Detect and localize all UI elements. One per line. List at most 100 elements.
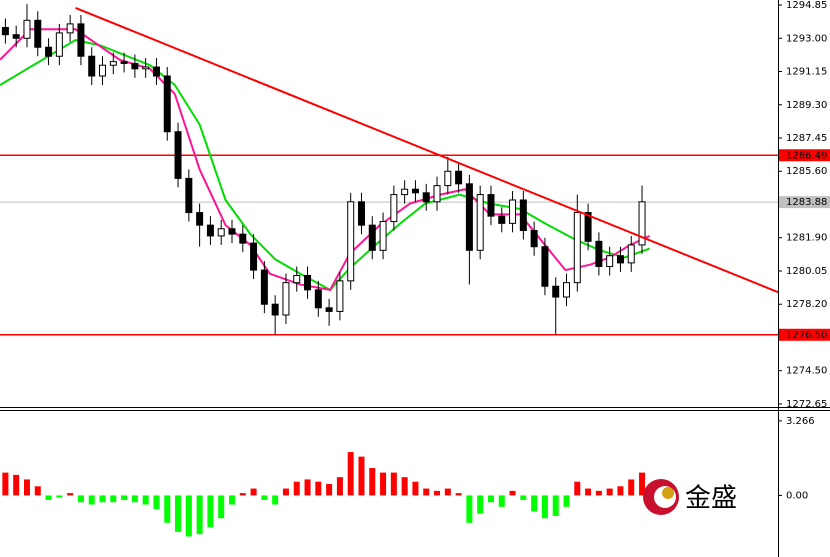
candle-body [638,201,646,246]
histogram-bar [477,495,484,514]
histogram-bar [541,495,548,519]
histogram-bar [531,495,538,512]
watermark: 金盛 [685,484,737,514]
histogram-bar [552,495,559,516]
candle-body [99,64,107,77]
histogram-bar [261,495,268,500]
candle-body [217,228,225,237]
candle-body [88,55,96,77]
histogram-bar [239,493,246,496]
logo-icon [662,487,674,499]
histogram-bar [606,488,613,496]
candle-body [487,194,495,217]
candle-body [185,177,193,214]
histogram-bar [585,488,592,496]
level-label-box [779,196,830,209]
y-tick-label: 1281.90 [786,233,827,244]
histogram-bar [336,477,343,496]
histogram-bar [595,490,602,496]
moving-average [0,28,651,291]
candle-body [260,269,268,305]
y-tick-label: 1278.20 [786,299,827,310]
histogram-bar [56,495,63,498]
y-tick-label: 1294.85 [786,0,827,11]
histogram-bar [498,495,505,507]
histogram-bar [444,488,451,496]
candle-body [228,228,236,235]
histogram-bar [175,495,182,532]
candle-body [109,61,117,66]
trend-line [75,6,779,294]
candle-body [34,19,42,48]
histogram-bar [455,493,462,496]
histogram-bar [369,468,376,496]
candle-body [174,131,182,179]
candle-body [163,75,171,133]
histogram-bar [347,452,354,496]
candle-body [325,307,333,312]
candle-body [368,224,376,251]
histogram-bar [218,495,225,519]
y-tick-label: 1289.30 [786,100,827,111]
candle-body [314,289,322,309]
candle-body [541,246,549,287]
candle-body [498,215,506,224]
candle-body [444,170,452,187]
histogram-bar [142,495,149,505]
y-tick-label: 1274.50 [786,366,827,377]
histogram-bar [164,495,171,523]
histogram-bar [153,495,160,510]
histogram-bar [412,481,419,496]
histogram-bar [13,474,20,496]
candle-body [293,274,301,284]
candle-body [23,19,31,39]
candle-body [77,23,85,57]
candle-body [196,212,204,226]
histogram-bar [574,481,581,496]
candle-body [282,282,290,316]
histogram-bar [628,479,635,496]
histogram-bar [617,486,624,496]
histogram-bar [228,495,235,505]
histogram-bar [509,490,516,496]
candle-body [347,201,355,282]
candle-body [250,242,258,271]
histogram-bar [326,484,333,496]
candle-body [616,255,624,264]
histogram-bar [380,472,387,496]
y-tick-label: 1287.45 [786,133,827,144]
y-tick-label: 1280.05 [786,266,827,277]
histogram-bar [293,481,300,496]
candle-body [152,66,160,77]
histogram-bar [520,495,527,500]
candle-body [336,280,344,312]
level-label: 1286.49 [786,150,827,161]
logo: 金盛 [643,479,737,515]
level-label-box [779,328,830,341]
candle-body [465,183,473,251]
candle-body [66,23,74,34]
histogram-bar [67,493,74,496]
histogram-bar [639,472,646,496]
histogram-bar [390,472,397,496]
candle-body [304,274,312,291]
candle-body [142,66,150,70]
candle-body [552,285,560,298]
candle-body [1,26,9,36]
histogram-bar [401,477,408,496]
candle-body [573,212,581,284]
histogram-bar [358,456,365,496]
candle-body [131,62,139,70]
y-tick-label: 1291.15 [786,67,827,78]
candle-body [206,224,214,237]
candle-body [563,282,571,298]
candle-body [627,244,635,264]
candle-body [606,255,614,267]
histogram-bar [207,495,214,528]
histogram-bar [272,495,279,505]
histogram-bar [423,488,430,496]
candle-body [120,61,128,64]
candle-body [519,199,527,232]
candle-body [455,170,463,185]
